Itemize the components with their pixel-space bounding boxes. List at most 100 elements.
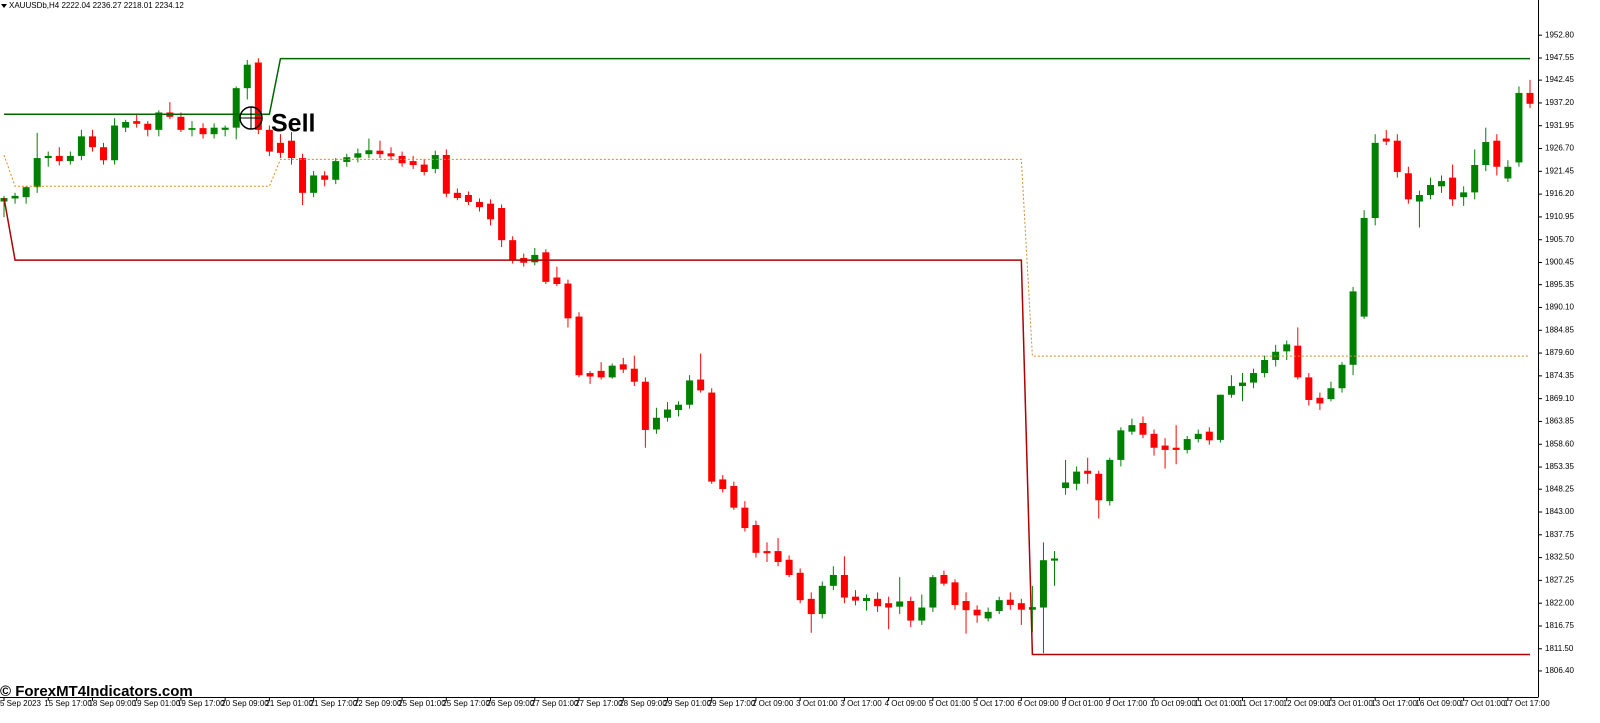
x-tick-label: 13 Oct 17:00 bbox=[1371, 699, 1417, 708]
candle-body bbox=[1150, 433, 1158, 448]
indicator-line bbox=[4, 57, 1530, 115]
x-tick-label: 9 Oct 01:00 bbox=[1062, 699, 1104, 708]
candle-body bbox=[531, 254, 539, 263]
candle-body bbox=[1017, 603, 1025, 610]
candle-body bbox=[498, 208, 506, 241]
candle-body bbox=[1051, 558, 1059, 561]
candle-body bbox=[1294, 345, 1302, 378]
y-tick-label: 1848.25 bbox=[1545, 484, 1574, 493]
candle-body bbox=[33, 158, 41, 188]
candle-body bbox=[387, 153, 395, 157]
y-tick-label: 1910.95 bbox=[1545, 212, 1574, 221]
x-tick-label: 11 Oct 01:00 bbox=[1194, 699, 1240, 708]
x-tick-label: 25 Sep 01:00 bbox=[398, 699, 446, 708]
candle-body bbox=[874, 598, 882, 607]
candle-body bbox=[1327, 388, 1335, 400]
candle-body bbox=[1305, 377, 1313, 400]
candle-body bbox=[11, 195, 19, 199]
y-tick-label: 1931.95 bbox=[1545, 121, 1574, 130]
menu-arrow[interactable] bbox=[1, 4, 7, 8]
candle-body bbox=[177, 116, 185, 130]
plot-area: 1952.80 1947.55 1942.45 1937.20 1931.95 1926.… bbox=[0, 30, 1574, 708]
candle-body bbox=[586, 373, 594, 377]
candle-body bbox=[22, 187, 30, 198]
x-tick-label: 5 Sep 2023 bbox=[0, 699, 41, 708]
candle-body bbox=[1371, 142, 1379, 219]
candle-body bbox=[155, 112, 163, 130]
candle-body bbox=[1515, 92, 1523, 163]
candle-body bbox=[354, 153, 362, 158]
candle-body bbox=[663, 409, 671, 418]
candle-body bbox=[575, 316, 583, 376]
candle-body bbox=[254, 62, 262, 130]
y-tick-label: 1874.35 bbox=[1545, 371, 1574, 380]
candle-body bbox=[1073, 471, 1081, 484]
candle-body bbox=[1227, 386, 1235, 395]
candle-body bbox=[752, 525, 760, 553]
candle-body bbox=[1415, 194, 1423, 202]
candle-body bbox=[365, 150, 373, 155]
candle-body bbox=[863, 597, 871, 602]
indicator-line bbox=[3, 197, 1530, 656]
candle-body bbox=[44, 155, 52, 159]
x-tick-label: 27 Sep 17:00 bbox=[575, 699, 623, 708]
x-tick-label: 4 Oct 09:00 bbox=[885, 699, 927, 708]
x-tick-label: 21 Sep 01:00 bbox=[265, 699, 313, 708]
y-tick-label: 1895.35 bbox=[1545, 280, 1574, 289]
y-tick-label: 1816.75 bbox=[1545, 621, 1574, 630]
candle-body bbox=[630, 368, 638, 382]
candle-body bbox=[1404, 173, 1412, 200]
candle-body bbox=[1216, 394, 1224, 440]
y-tick-label: 1853.35 bbox=[1545, 462, 1574, 471]
candle-body bbox=[1504, 166, 1512, 179]
candle-body bbox=[940, 574, 948, 584]
y-tick-label: 1952.80 bbox=[1545, 30, 1574, 39]
y-tick-label: 1879.60 bbox=[1545, 348, 1574, 357]
candle-body bbox=[133, 121, 141, 124]
sell-signal: Sell bbox=[239, 106, 315, 138]
x-tick-label: 29 Sep 17:00 bbox=[708, 699, 756, 708]
candle-body bbox=[1250, 373, 1258, 383]
candle-body bbox=[785, 559, 793, 575]
candle-body bbox=[1482, 142, 1490, 166]
candle-body bbox=[675, 404, 683, 410]
candle-body bbox=[210, 127, 218, 135]
candle-body bbox=[376, 150, 384, 155]
candle-body bbox=[55, 155, 63, 162]
candle-body bbox=[111, 125, 119, 161]
x-tick-label: 25 Sep 17:00 bbox=[442, 699, 490, 708]
candle-body bbox=[1095, 473, 1103, 501]
y-tick-label: 1869.10 bbox=[1545, 394, 1574, 403]
candle-body bbox=[697, 379, 705, 391]
candle-body bbox=[1338, 364, 1346, 389]
candle-body bbox=[221, 127, 229, 130]
x-tick-label: 19 Sep 01:00 bbox=[133, 699, 181, 708]
candle-body bbox=[453, 192, 461, 199]
candle-body bbox=[509, 240, 517, 261]
x-tick-label: 13 Oct 01:00 bbox=[1327, 699, 1373, 708]
x-tick-label: 6 Oct 09:00 bbox=[1017, 699, 1059, 708]
x-tick-label: 3 Oct 01:00 bbox=[796, 699, 838, 708]
candle-body bbox=[1106, 459, 1114, 502]
candle-body bbox=[1006, 599, 1014, 605]
x-tick-label: 15 Sep 17:00 bbox=[44, 699, 92, 708]
candle-body bbox=[763, 551, 771, 554]
candle-body bbox=[652, 417, 660, 430]
x-tick-label: 27 Sep 01:00 bbox=[531, 699, 579, 708]
candle-body bbox=[1039, 560, 1047, 608]
x-tick-label: 26 Sep 09:00 bbox=[487, 699, 535, 708]
candle-body bbox=[420, 164, 428, 172]
sell-label: Sell bbox=[271, 110, 315, 138]
candle-body bbox=[1360, 218, 1368, 317]
candle-body bbox=[984, 611, 992, 619]
candle-body bbox=[1128, 425, 1136, 432]
candle-body bbox=[1471, 165, 1479, 193]
candle-body bbox=[553, 277, 561, 285]
candle-body bbox=[343, 157, 351, 162]
y-tick-label: 1926.70 bbox=[1545, 144, 1574, 153]
y-tick-label: 1806.40 bbox=[1545, 666, 1574, 675]
candle-body bbox=[288, 140, 296, 159]
candle-body bbox=[929, 577, 937, 608]
